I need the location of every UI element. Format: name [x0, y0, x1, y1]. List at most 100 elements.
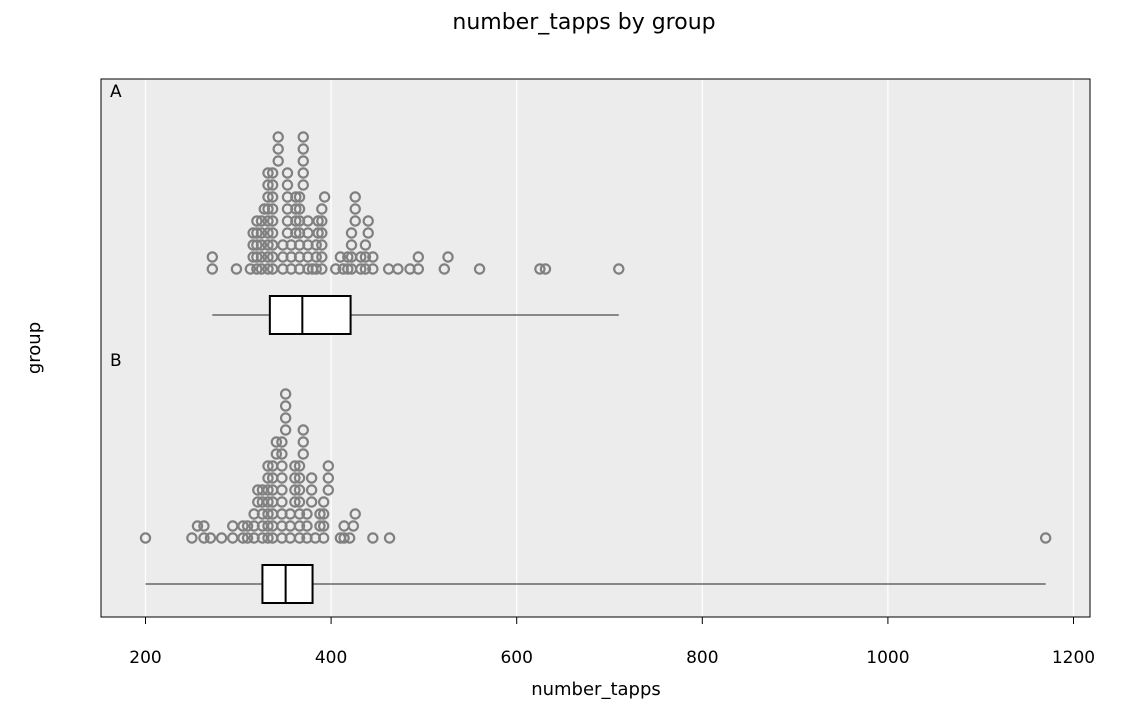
data-point: [322, 472, 335, 484]
data-point: [343, 532, 356, 544]
x-tick-label: 1000: [866, 648, 909, 668]
data-point: [316, 239, 328, 251]
data-point: [241, 520, 254, 532]
data-point: [338, 532, 350, 544]
data-point: [293, 532, 306, 544]
data-point: [314, 520, 326, 532]
data-point: [297, 131, 309, 143]
data-point: [297, 448, 309, 460]
data-point: [262, 484, 274, 496]
data-point: [310, 263, 322, 275]
data-point: [317, 508, 330, 520]
data-point: [276, 496, 288, 508]
x-axis-label: number_tapps: [531, 679, 661, 700]
data-point: [349, 508, 361, 520]
data-point: [241, 532, 254, 544]
data-point: [266, 215, 279, 227]
data-point: [293, 520, 306, 532]
data-point: [290, 203, 302, 215]
data-point: [318, 191, 331, 203]
data-point: [262, 496, 274, 508]
data-point: [186, 532, 198, 544]
chart-title: number_tapps by group: [452, 10, 715, 35]
data-point: [262, 532, 274, 544]
panel-label: B: [110, 351, 122, 371]
data-point: [305, 496, 318, 508]
data-point: [349, 203, 361, 215]
data-point: [345, 227, 358, 239]
data-point: [290, 191, 302, 203]
data-point: [262, 251, 274, 263]
data-point: [310, 239, 322, 251]
data-point: [262, 179, 274, 191]
data-point: [334, 251, 347, 263]
data-point: [293, 203, 306, 215]
data-point: [293, 484, 306, 496]
data-point: [342, 263, 354, 275]
data-point: [305, 472, 318, 484]
data-point: [251, 263, 263, 275]
data-point: [349, 191, 361, 203]
data-point: [355, 263, 367, 275]
x-axis: 200 400 600 800 1000 1200: [129, 617, 1095, 668]
data-point: [412, 263, 425, 275]
data-point: [342, 251, 354, 263]
data-point: [279, 388, 292, 400]
data-point: [255, 263, 268, 275]
data-point: [266, 167, 279, 179]
data-point: [262, 167, 274, 179]
data-point: [297, 155, 309, 167]
data-point: [251, 239, 263, 251]
data-point: [290, 215, 302, 227]
data-point: [1039, 532, 1052, 544]
data-point: [316, 227, 328, 239]
data-point: [255, 251, 268, 263]
data-point: [347, 520, 360, 532]
data-point: [206, 263, 219, 275]
data-point: [262, 520, 274, 532]
data-point: [262, 508, 274, 520]
data-point: [367, 263, 379, 275]
data-point: [237, 532, 249, 544]
data-point: [281, 167, 294, 179]
data-point: [251, 227, 263, 239]
data-point: [206, 251, 219, 263]
data-point: [198, 532, 210, 544]
data-point: [412, 251, 425, 263]
data-point: [262, 227, 274, 239]
data-point: [290, 227, 302, 239]
data-point: [262, 460, 274, 472]
data-point: [355, 251, 367, 263]
data-point: [293, 496, 306, 508]
data-point: [289, 472, 301, 484]
data-point: [367, 532, 379, 544]
data-point: [237, 520, 249, 532]
data-point: [301, 520, 313, 532]
data-point: [305, 484, 318, 496]
data-point: [139, 532, 152, 544]
data-point: [293, 472, 306, 484]
data-point: [262, 203, 274, 215]
data-point: [289, 460, 301, 472]
plot-frame: [100, 78, 1091, 618]
data-point: [362, 215, 374, 227]
data-point: [262, 191, 274, 203]
data-point: [367, 251, 379, 263]
data-point: [272, 143, 284, 155]
data-point: [316, 263, 328, 275]
data-point: [198, 520, 210, 532]
data-point: [204, 532, 217, 544]
data-point: [297, 167, 309, 179]
data-point: [362, 227, 374, 239]
data-point: [266, 227, 279, 239]
data-point: [289, 484, 301, 496]
data-point: [191, 520, 204, 532]
data-point: [314, 508, 326, 520]
data-point: [230, 263, 243, 275]
data-point: [266, 191, 279, 203]
data-point: [262, 472, 274, 484]
data-point: [244, 263, 257, 275]
data-point: [359, 239, 372, 251]
data-point: [279, 424, 292, 436]
